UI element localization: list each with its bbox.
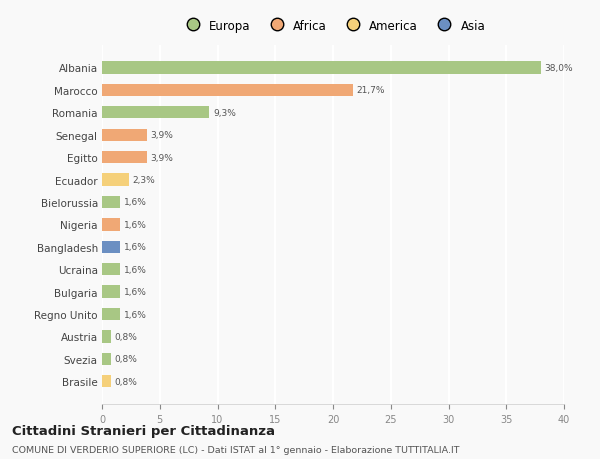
- Text: 1,6%: 1,6%: [124, 243, 147, 252]
- Bar: [102, 241, 121, 253]
- Bar: [102, 151, 147, 164]
- Text: 3,9%: 3,9%: [151, 131, 173, 140]
- Bar: [102, 62, 541, 74]
- Bar: [102, 263, 121, 276]
- Bar: [102, 174, 128, 186]
- Text: 3,9%: 3,9%: [151, 153, 173, 162]
- Text: 21,7%: 21,7%: [356, 86, 385, 95]
- Text: 1,6%: 1,6%: [124, 310, 147, 319]
- Text: COMUNE DI VERDERIO SUPERIORE (LC) - Dati ISTAT al 1° gennaio - Elaborazione TUTT: COMUNE DI VERDERIO SUPERIORE (LC) - Dati…: [12, 445, 460, 454]
- Bar: [102, 308, 121, 320]
- Legend: Europa, Africa, America, Asia: Europa, Africa, America, Asia: [177, 16, 489, 36]
- Text: 1,6%: 1,6%: [124, 220, 147, 230]
- Text: 1,6%: 1,6%: [124, 287, 147, 297]
- Text: 1,6%: 1,6%: [124, 198, 147, 207]
- Text: Cittadini Stranieri per Cittadinanza: Cittadini Stranieri per Cittadinanza: [12, 424, 275, 437]
- Bar: [102, 375, 111, 388]
- Text: 38,0%: 38,0%: [544, 64, 573, 73]
- Text: 0,8%: 0,8%: [115, 377, 137, 386]
- Bar: [102, 219, 121, 231]
- Text: 2,3%: 2,3%: [132, 176, 155, 185]
- Text: 1,6%: 1,6%: [124, 265, 147, 274]
- Bar: [102, 129, 147, 141]
- Bar: [102, 107, 209, 119]
- Text: 0,8%: 0,8%: [115, 355, 137, 364]
- Text: 9,3%: 9,3%: [213, 109, 236, 118]
- Bar: [102, 286, 121, 298]
- Bar: [102, 330, 111, 343]
- Bar: [102, 196, 121, 209]
- Bar: [102, 353, 111, 365]
- Bar: [102, 84, 353, 97]
- Text: 0,8%: 0,8%: [115, 332, 137, 341]
